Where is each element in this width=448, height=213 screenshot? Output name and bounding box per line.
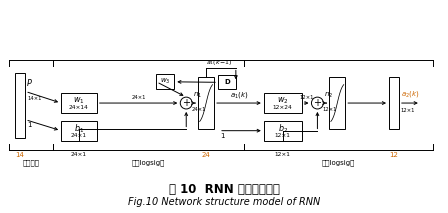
- Circle shape: [180, 97, 192, 109]
- Text: $a_1(k\!-\!1)$: $a_1(k\!-\!1)$: [206, 58, 232, 66]
- Text: 12×1: 12×1: [275, 133, 291, 138]
- Text: $w_1$: $w_1$: [73, 95, 85, 106]
- Text: 1: 1: [220, 133, 224, 139]
- Text: D: D: [224, 79, 230, 85]
- Text: 24: 24: [202, 152, 211, 158]
- Bar: [15, 73, 25, 138]
- Text: $n_1$: $n_1$: [193, 91, 202, 100]
- Text: $w_3$: $w_3$: [160, 77, 171, 86]
- Text: 反馈logsig层: 反馈logsig层: [132, 159, 165, 166]
- Text: 12×1: 12×1: [299, 95, 314, 100]
- Text: 输出logsig层: 输出logsig层: [322, 159, 355, 166]
- Text: 24×1: 24×1: [71, 133, 87, 138]
- Text: $a_2(k)$: $a_2(k)$: [401, 89, 419, 99]
- Bar: [264, 93, 302, 113]
- Bar: [329, 77, 345, 129]
- Text: 输入向量: 输入向量: [23, 159, 40, 166]
- Text: 图 10  RNN 网络结构模型: 图 10 RNN 网络结构模型: [168, 183, 280, 196]
- Circle shape: [311, 97, 323, 109]
- Bar: [61, 93, 97, 113]
- Text: P: P: [27, 79, 32, 88]
- Text: 14: 14: [15, 152, 24, 158]
- Text: Fig.10 Network structure model of RNN: Fig.10 Network structure model of RNN: [128, 197, 320, 207]
- Bar: [61, 121, 97, 141]
- Text: 1: 1: [27, 122, 32, 128]
- Bar: [389, 77, 399, 129]
- Bar: [156, 74, 174, 89]
- Text: 12×24: 12×24: [273, 105, 293, 111]
- Bar: [198, 77, 214, 129]
- Text: 24×1: 24×1: [191, 107, 206, 112]
- Bar: [264, 121, 302, 141]
- Text: 24×14: 24×14: [69, 105, 89, 111]
- Text: 12: 12: [389, 152, 398, 158]
- Text: $w_2$: $w_2$: [277, 95, 289, 106]
- Text: 24×1: 24×1: [131, 95, 146, 100]
- Text: +: +: [182, 98, 190, 108]
- Text: 12×1: 12×1: [275, 152, 291, 157]
- Text: $b_2$: $b_2$: [278, 122, 288, 135]
- Bar: [218, 75, 236, 89]
- Text: $n_2$: $n_2$: [324, 91, 333, 100]
- Text: $b_1$: $b_1$: [74, 122, 84, 135]
- Text: 24×1: 24×1: [71, 152, 87, 157]
- Text: 12×1: 12×1: [401, 108, 415, 113]
- Text: 12×1: 12×1: [323, 107, 337, 112]
- Text: +: +: [314, 98, 321, 108]
- Text: $a_1(k)$: $a_1(k)$: [230, 90, 248, 100]
- Text: 14×1: 14×1: [27, 96, 42, 101]
